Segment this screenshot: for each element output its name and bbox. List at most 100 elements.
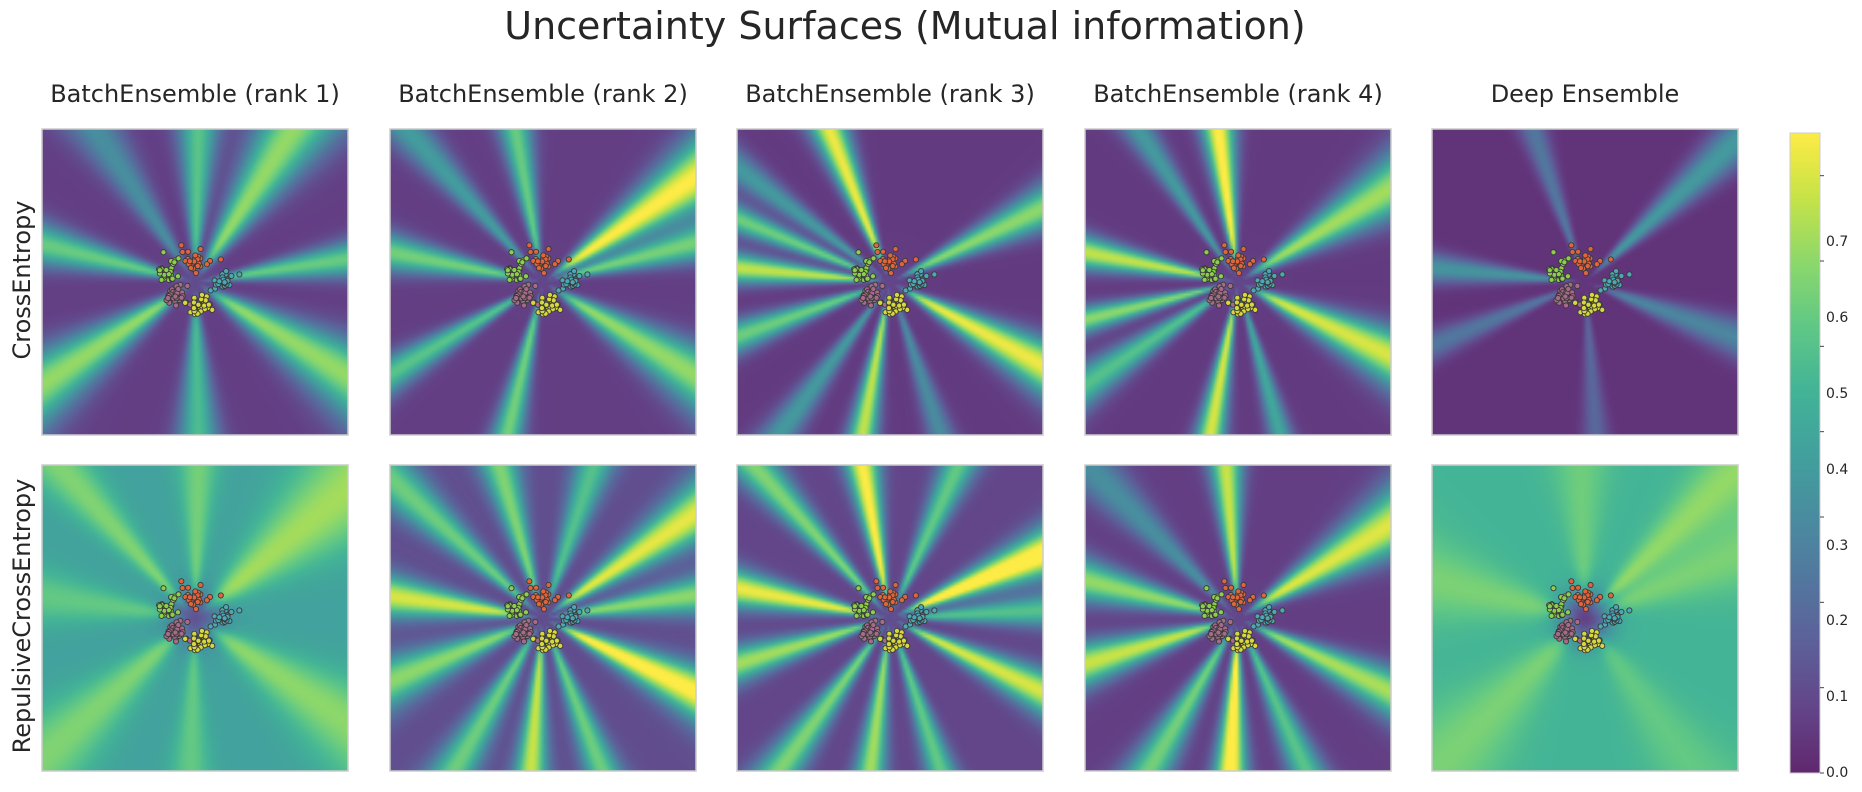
data-point xyxy=(163,266,170,274)
data-point xyxy=(900,637,907,644)
data-point xyxy=(911,278,918,285)
data-point xyxy=(508,585,515,592)
data-point xyxy=(931,271,938,278)
data-point xyxy=(174,273,181,280)
data-point xyxy=(538,304,545,312)
data-point xyxy=(216,614,223,621)
data-point xyxy=(900,301,907,308)
uncertainty-surface xyxy=(1432,129,1738,435)
training-points xyxy=(156,242,243,318)
data-point xyxy=(1208,631,1215,638)
data-point xyxy=(912,592,919,599)
data-point xyxy=(1235,269,1242,277)
data-point xyxy=(1229,594,1236,601)
data-point xyxy=(918,604,925,611)
data-point xyxy=(1259,278,1266,285)
data-point xyxy=(916,279,923,286)
data-point xyxy=(1208,295,1215,302)
data-point xyxy=(192,269,199,277)
data-point xyxy=(504,603,511,610)
data-point xyxy=(532,282,539,289)
data-point xyxy=(1565,255,1572,262)
data-point xyxy=(534,594,541,601)
data-point xyxy=(853,276,860,283)
data-point xyxy=(535,601,543,608)
data-point xyxy=(1206,266,1213,274)
training-points xyxy=(504,242,591,318)
data-point xyxy=(1593,261,1600,268)
data-point xyxy=(887,606,894,613)
data-point xyxy=(1587,245,1594,253)
data-point xyxy=(194,262,201,270)
panel-1-3 xyxy=(1084,464,1392,772)
data-point xyxy=(1246,261,1253,268)
data-point xyxy=(172,293,179,300)
data-point xyxy=(203,261,210,268)
data-point xyxy=(1562,629,1569,636)
data-point xyxy=(530,299,537,306)
panel-1-0 xyxy=(41,464,349,772)
data-point xyxy=(892,581,899,589)
data-point xyxy=(187,265,195,272)
data-point xyxy=(192,252,199,259)
data-point xyxy=(931,607,938,614)
data-point xyxy=(1565,285,1572,293)
data-point xyxy=(584,271,591,278)
data-point xyxy=(1203,249,1210,256)
data-point xyxy=(526,294,533,301)
data-point xyxy=(867,302,875,309)
data-point xyxy=(217,592,224,599)
data-point xyxy=(1246,597,1253,604)
data-point xyxy=(1229,258,1236,265)
data-point xyxy=(1575,584,1582,591)
panel-frame xyxy=(736,128,1044,436)
data-point xyxy=(576,272,583,279)
data-point xyxy=(1585,637,1592,644)
data-point xyxy=(511,602,518,610)
data-point xyxy=(873,578,880,585)
data-point xyxy=(1606,614,1613,621)
data-point xyxy=(1607,256,1614,263)
data-point xyxy=(860,295,867,302)
data-point xyxy=(918,268,925,275)
data-point xyxy=(1222,584,1229,592)
data-point xyxy=(553,301,560,308)
data-point xyxy=(1588,291,1595,298)
data-point xyxy=(853,612,860,619)
data-point xyxy=(1577,601,1585,608)
data-point xyxy=(1618,608,1625,615)
data-point xyxy=(1576,594,1583,601)
data-point xyxy=(523,285,530,293)
data-point xyxy=(1572,299,1579,306)
data-point xyxy=(519,259,526,266)
data-point xyxy=(1227,618,1234,625)
data-point xyxy=(1235,606,1242,613)
uncertainty-surface xyxy=(737,465,1043,771)
data-point xyxy=(1564,273,1571,280)
data-point xyxy=(540,252,547,259)
training-points xyxy=(1546,242,1633,318)
data-point xyxy=(1227,282,1234,289)
data-point xyxy=(520,293,527,300)
data-point xyxy=(520,629,527,636)
data-point xyxy=(1561,259,1568,266)
row-label-1: RepulsiveCrossEntropy xyxy=(8,478,36,754)
data-point xyxy=(1218,591,1225,598)
panel-frame xyxy=(1084,464,1392,772)
data-point xyxy=(1575,248,1582,255)
data-point xyxy=(178,630,185,637)
data-point xyxy=(522,273,529,280)
data-point xyxy=(869,273,876,280)
data-point xyxy=(1546,267,1553,274)
data-point xyxy=(1264,279,1271,286)
data-point xyxy=(879,282,886,289)
data-point xyxy=(551,261,558,268)
data-point xyxy=(534,258,541,265)
colorbar-gradient xyxy=(1789,132,1821,774)
data-point xyxy=(584,607,591,614)
data-point xyxy=(864,275,871,282)
data-point xyxy=(564,278,571,285)
data-point xyxy=(542,262,549,270)
panel-frame xyxy=(1084,128,1392,436)
